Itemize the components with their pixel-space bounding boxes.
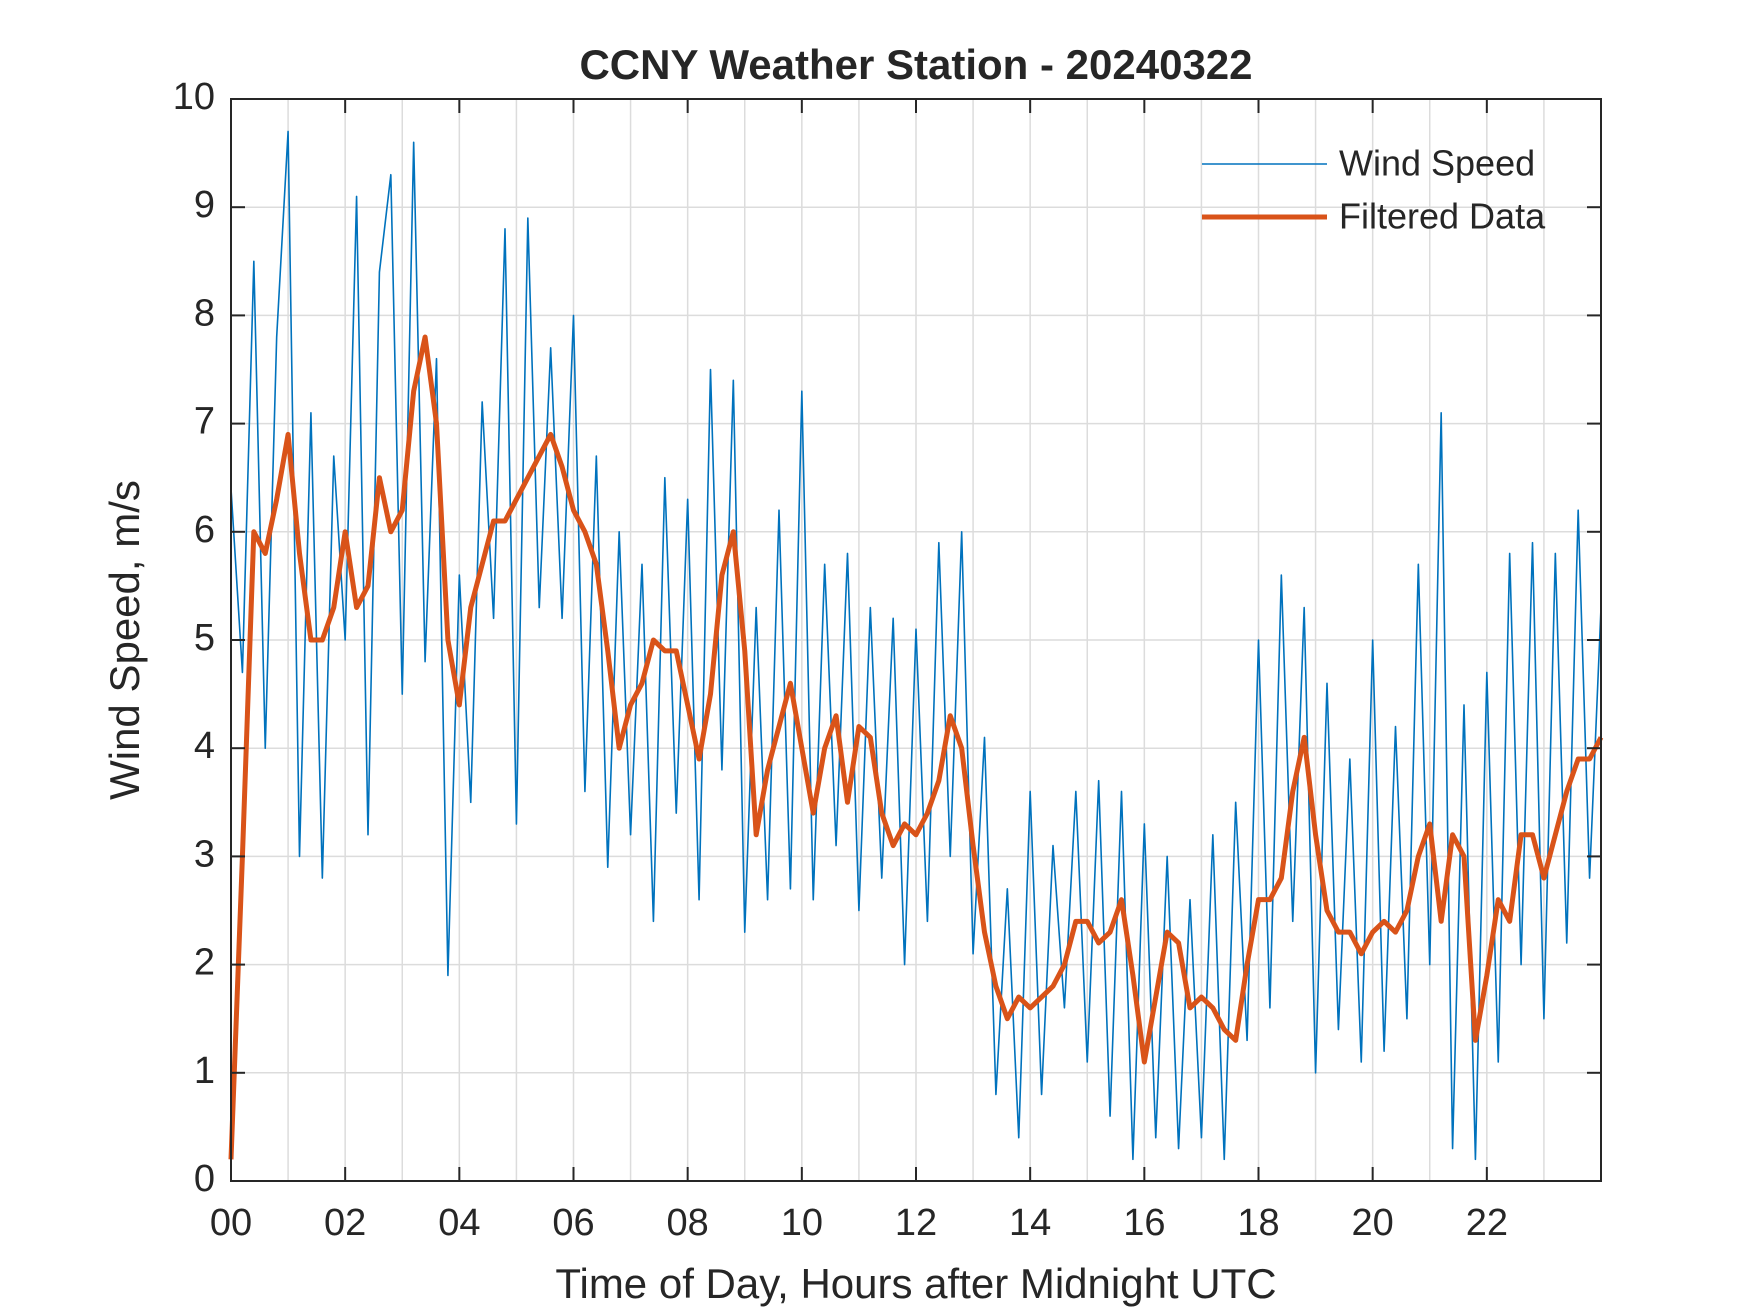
x-tick-label: 20 — [1352, 1202, 1394, 1244]
y-tick-label: 7 — [194, 401, 215, 443]
plot-area — [228, 130, 1604, 1161]
y-tick-label: 9 — [194, 184, 215, 226]
y-tick-label: 8 — [194, 292, 215, 334]
x-tick-label: 18 — [1237, 1202, 1279, 1244]
x-tick-label: 00 — [210, 1202, 252, 1244]
x-tick-label: 22 — [1466, 1202, 1508, 1244]
x-tick-label: 08 — [667, 1202, 709, 1244]
x-tick-label: 04 — [438, 1202, 480, 1244]
x-tick-label: 06 — [552, 1202, 594, 1244]
x-axis-label: Time of Day, Hours after Midnight UTC — [555, 1260, 1276, 1307]
y-tick-label: 10 — [173, 76, 215, 118]
x-tick-label: 10 — [781, 1202, 823, 1244]
y-tick-label: 0 — [194, 1158, 215, 1200]
legend: Wind Speed Filtered Data — [1202, 143, 1546, 237]
legend-label: Wind Speed — [1339, 143, 1535, 184]
chart-title: CCNY Weather Station - 20240322 — [579, 41, 1252, 88]
x-tick-label: 16 — [1123, 1202, 1165, 1244]
legend-label: Filtered Data — [1339, 196, 1546, 237]
y-axis-label: Wind Speed, m/s — [101, 480, 148, 800]
data-line — [228, 334, 1604, 1160]
y-tick-label: 2 — [194, 942, 215, 984]
y-tick-label: 5 — [194, 617, 215, 659]
x-tick-label: 12 — [895, 1202, 937, 1244]
y-tick-label: 4 — [194, 725, 215, 767]
y-tick-label: 6 — [194, 509, 215, 551]
y-tick-label: 1 — [194, 1050, 215, 1092]
x-tick-label: 02 — [324, 1202, 366, 1244]
data-line — [230, 130, 1602, 1161]
x-tick-label: 14 — [1009, 1202, 1051, 1244]
y-tick-label: 3 — [194, 833, 215, 875]
